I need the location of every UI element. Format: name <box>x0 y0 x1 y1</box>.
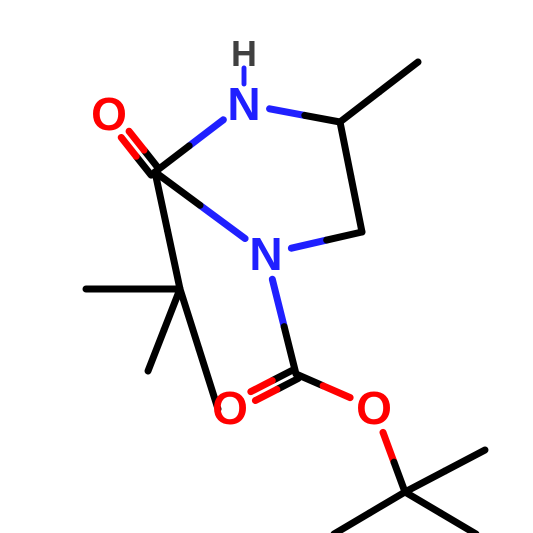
atom-label-o: O <box>356 382 392 434</box>
molecule-diagram: NNHOOO <box>0 0 533 533</box>
atom-label-n: N <box>227 78 260 130</box>
atom-label-o: O <box>91 88 127 140</box>
atom-label-h: H <box>231 34 257 74</box>
atom-label-o: O <box>212 382 248 434</box>
atom-label-n: N <box>249 228 282 280</box>
bonds-layer <box>86 62 485 533</box>
